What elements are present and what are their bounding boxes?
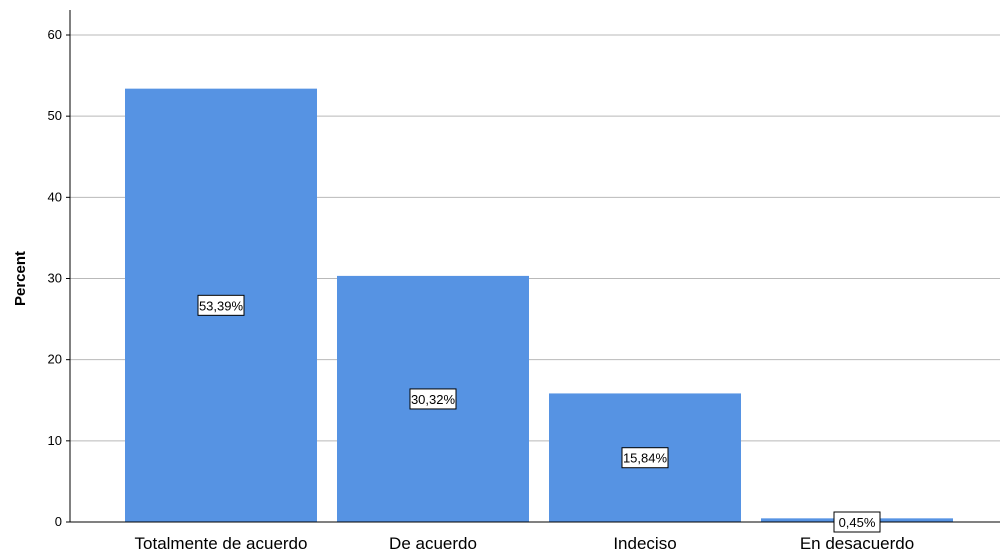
y-axis-label: Percent <box>12 251 29 306</box>
x-tick-labels: Totalmente de acuerdo De acuerdo Indeciso E… <box>135 534 915 553</box>
data-label-box <box>409 388 457 410</box>
data-labels: 53,39% 30,32% 15,84% 0,45% <box>197 294 881 533</box>
data-label: 30,32% <box>411 392 456 407</box>
y-tick-label: 40 <box>48 189 62 204</box>
data-label-box <box>197 294 245 316</box>
y-tick-labels: 0 10 20 30 40 50 60 <box>48 27 70 529</box>
data-label: 0,45% <box>839 515 876 530</box>
y-tick-label: 0 <box>55 514 62 529</box>
data-label-box <box>833 511 881 533</box>
y-tick-label: 50 <box>48 108 62 123</box>
data-label-box <box>621 447 669 469</box>
y-tick-label: 10 <box>48 433 62 448</box>
x-tick-label: Indeciso <box>613 534 676 553</box>
data-label: 53,39% <box>199 298 244 313</box>
x-tick-label: En desacuerdo <box>800 534 914 553</box>
x-tick-label: De acuerdo <box>389 534 477 553</box>
data-label: 15,84% <box>623 451 668 466</box>
bars <box>125 88 953 522</box>
y-tick-label: 20 <box>48 352 62 367</box>
y-tick-label: 30 <box>48 271 62 286</box>
y-tick-label: 60 <box>48 27 62 42</box>
x-tick-label: Totalmente de acuerdo <box>135 534 308 553</box>
